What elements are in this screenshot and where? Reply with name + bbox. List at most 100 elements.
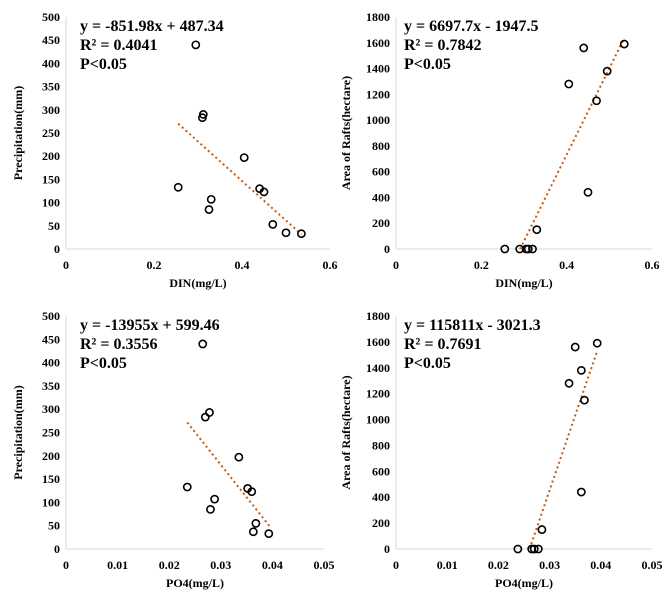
x-axis-title: PO4(mg/L) <box>495 576 553 590</box>
data-point <box>529 544 539 554</box>
data-point <box>592 96 601 106</box>
y-tick-label: 350 <box>42 379 60 393</box>
data-point <box>205 408 214 417</box>
data-point <box>200 412 210 422</box>
x-tick-label: 0.6 <box>645 258 660 272</box>
p-value-label: P<0.05 <box>80 355 127 372</box>
p-value-label: P<0.05 <box>404 56 451 73</box>
y-tick-label: 300 <box>42 402 60 416</box>
x-tick-label: 0 <box>63 258 69 272</box>
data-point <box>247 487 257 497</box>
r-squared-label: R² = 0.7842 <box>404 37 481 54</box>
y-tick-label: 450 <box>42 33 60 47</box>
x-tick-label: 0 <box>393 558 399 572</box>
x-tick-label: 0 <box>63 558 69 572</box>
y-tick-label: 150 <box>42 172 60 186</box>
data-point <box>204 205 214 214</box>
x-tick-label: 0.2 <box>474 258 489 272</box>
data-point <box>619 39 629 49</box>
equation-label: y = -851.98x + 487.34 <box>80 18 224 35</box>
data-point <box>564 378 574 388</box>
y-tick-label: 500 <box>42 10 60 24</box>
y-tick-label: 100 <box>42 196 60 210</box>
data-point <box>198 110 208 119</box>
y-tick-label: 200 <box>372 216 390 230</box>
x-tick-label: 0.6 <box>323 258 338 272</box>
data-point <box>182 482 192 492</box>
trendline <box>177 122 303 236</box>
data-point <box>583 187 593 197</box>
x-tick-label: 0.04 <box>590 558 611 572</box>
data-point <box>528 244 537 254</box>
data-point <box>592 338 602 348</box>
data-point <box>570 342 580 352</box>
panel-din-precipitation: 0 50 100 150 200 250 300 350 400 450 500 0 0.2 0.4 0.6… <box>11 10 338 290</box>
data-point <box>210 494 220 504</box>
data-point <box>515 244 525 254</box>
data-point <box>576 487 586 497</box>
data-point <box>251 518 261 528</box>
trendline <box>519 37 626 250</box>
y-tick-label: 800 <box>372 139 390 153</box>
data-point <box>602 66 612 76</box>
y-tick-label: 200 <box>42 149 60 163</box>
data-point <box>564 79 574 89</box>
equation-label: y = -13955x + 599.46 <box>80 317 220 334</box>
y-tick-label: 50 <box>48 219 60 233</box>
y-tick-label: 400 <box>372 490 390 504</box>
data-point <box>523 244 533 254</box>
panel-po4-precipitation: 0 50 100 150 200 250 300 350 400 450 500 0 0.01 0.02 0… <box>11 309 335 590</box>
data-point <box>537 525 547 534</box>
y-tick-label: 100 <box>42 495 60 509</box>
y-axis-title: Precipitation(mm) <box>11 86 25 180</box>
data-point <box>533 544 543 554</box>
x-tick-label: 0.04 <box>262 558 283 572</box>
p-value-label: P<0.05 <box>80 56 127 73</box>
y-tick-label: 250 <box>42 126 60 140</box>
y-axis-title: Area of Rafts(hectare) <box>339 76 353 190</box>
y-axis-title: Area of Rafts(hectare) <box>339 375 353 489</box>
y-tick-label: 0 <box>384 242 390 256</box>
x-tick-label: 0.03 <box>539 558 560 572</box>
x-tick-label: 0.01 <box>107 558 128 572</box>
y-tick-label: 400 <box>42 56 60 70</box>
y-tick-label: 1600 <box>366 335 390 349</box>
data-point <box>259 187 269 197</box>
data-point <box>296 229 306 239</box>
x-tick-label: 0.4 <box>559 258 574 272</box>
x-tick-label: 0.05 <box>314 558 335 572</box>
x-axis-title: DIN(mg/L) <box>169 276 226 290</box>
y-tick-label: 1800 <box>366 10 390 24</box>
y-tick-label: 200 <box>42 449 60 463</box>
data-point <box>191 40 201 50</box>
y-tick-label: 1200 <box>366 87 390 101</box>
x-tick-label: 0.2 <box>147 258 162 272</box>
y-tick-label: 600 <box>372 464 390 478</box>
x-tick-label: 0.02 <box>488 558 509 572</box>
y-tick-label: 200 <box>372 516 390 530</box>
data-point <box>579 43 589 53</box>
y-tick-label: 800 <box>372 438 390 452</box>
y-tick-label: 0 <box>54 542 60 556</box>
data-point <box>248 527 258 537</box>
data-point <box>513 544 523 554</box>
x-tick-label: 0.03 <box>210 558 231 572</box>
data-point <box>198 339 208 349</box>
panel-din-area-of-rafts: 0 200 400 600 800 1000 1200 1400 1600 1800 0 0.2 0.4… <box>339 10 660 290</box>
data-point <box>281 228 291 238</box>
data-point <box>532 225 542 235</box>
x-tick-label: 0.01 <box>437 558 458 572</box>
y-tick-label: 400 <box>372 190 390 204</box>
y-tick-label: 600 <box>372 165 390 179</box>
x-axis-title: DIN(mg/L) <box>495 276 552 290</box>
y-tick-label: 350 <box>42 80 60 94</box>
trendline <box>528 350 599 550</box>
data-point <box>264 529 274 539</box>
p-value-label: P<0.05 <box>404 355 451 372</box>
x-axis-title: PO4(mg/L) <box>166 576 224 590</box>
data-point <box>576 365 586 375</box>
y-tick-label: 450 <box>42 332 60 346</box>
y-tick-label: 250 <box>42 426 60 440</box>
y-tick-label: 1200 <box>366 387 390 401</box>
data-point <box>206 194 216 204</box>
